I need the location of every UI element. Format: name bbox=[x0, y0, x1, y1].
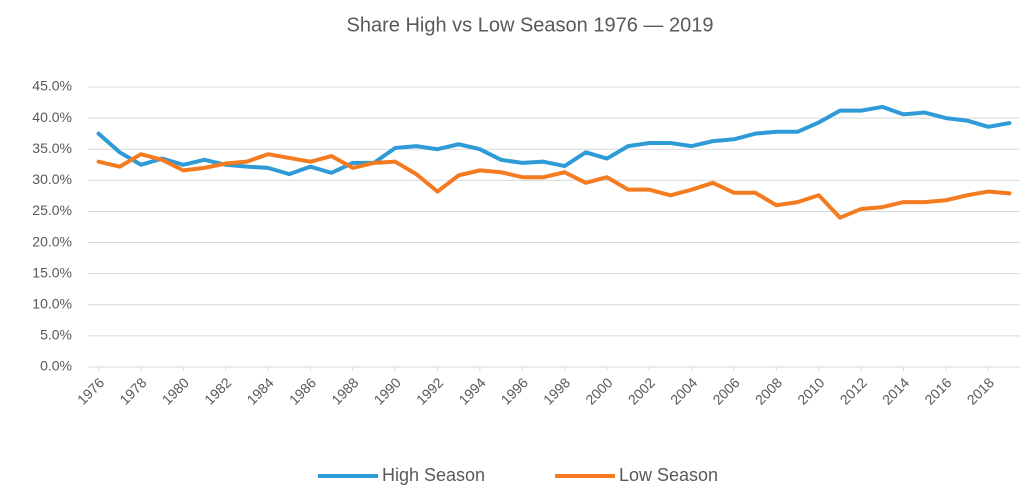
x-tick-label: 2012 bbox=[837, 374, 870, 407]
x-tick-label: 2018 bbox=[964, 374, 997, 407]
x-tick-label: 2006 bbox=[709, 374, 742, 407]
x-tick-label: 1998 bbox=[540, 374, 573, 407]
x-tick-label: 2014 bbox=[879, 374, 912, 407]
x-tick-label: 1976 bbox=[74, 374, 107, 407]
legend-label: High Season bbox=[382, 465, 485, 485]
y-tick-label: 10.0% bbox=[32, 295, 72, 311]
x-tick-label: 2002 bbox=[625, 374, 658, 407]
y-tick-label: 0.0% bbox=[40, 358, 72, 374]
x-tick-label: 1984 bbox=[243, 374, 276, 407]
series-line bbox=[96, 104, 1012, 177]
x-tick-label: 1988 bbox=[328, 374, 361, 407]
chart-title: Share High vs Low Season 1976 — 2019 bbox=[347, 14, 714, 36]
x-tick-label: 1980 bbox=[159, 374, 192, 407]
legend-label: Low Season bbox=[619, 465, 718, 485]
x-tick-label: 2000 bbox=[582, 374, 615, 407]
x-tick-label: 2010 bbox=[794, 374, 827, 407]
y-tick-label: 45.0% bbox=[32, 78, 72, 94]
y-tick-label: 25.0% bbox=[32, 202, 72, 218]
x-tick-label: 2016 bbox=[921, 374, 954, 407]
x-tick-label: 1994 bbox=[455, 374, 488, 407]
x-tick-label: 1982 bbox=[201, 374, 234, 407]
x-tick-label: 1978 bbox=[116, 374, 149, 407]
series-line bbox=[96, 152, 1012, 220]
x-tick-label: 2008 bbox=[752, 374, 785, 407]
y-tick-label: 40.0% bbox=[32, 109, 72, 125]
y-tick-label: 35.0% bbox=[32, 140, 72, 156]
x-tick-label: 1990 bbox=[371, 374, 404, 407]
x-tick-label: 1996 bbox=[498, 374, 531, 407]
y-tick-label: 20.0% bbox=[32, 233, 72, 249]
x-tick-label: 2004 bbox=[667, 374, 700, 407]
x-tick-label: 1986 bbox=[286, 374, 319, 407]
y-tick-label: 15.0% bbox=[32, 264, 72, 280]
y-tick-label: 30.0% bbox=[32, 171, 72, 187]
y-tick-label: 5.0% bbox=[40, 327, 72, 343]
x-tick-label: 1992 bbox=[413, 374, 446, 407]
